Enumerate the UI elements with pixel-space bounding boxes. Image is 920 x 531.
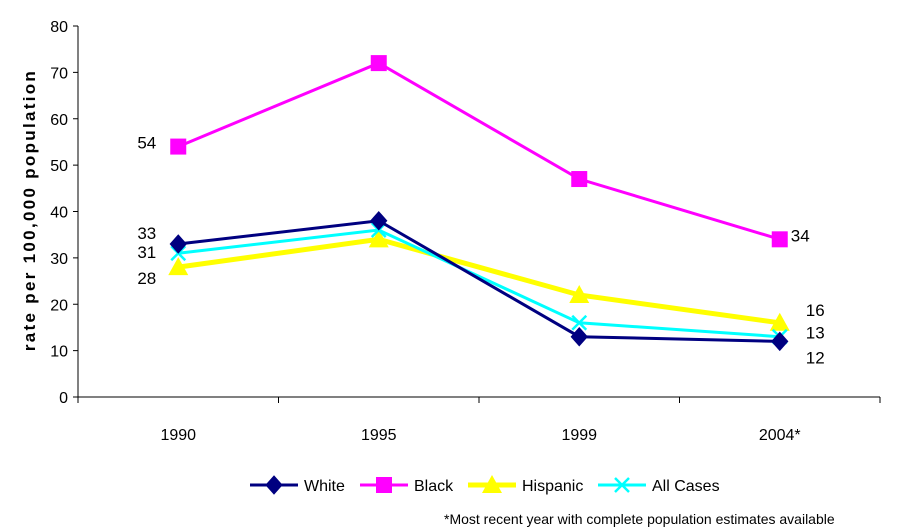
data-label: 34 xyxy=(791,226,810,245)
legend-item-black: Black xyxy=(360,477,454,495)
point-hispanic xyxy=(569,284,590,303)
legend-marker-hispanic xyxy=(482,475,502,493)
series-line-all-cases xyxy=(178,228,780,339)
x-axis-ticks: 1990 1995 1999 2004* xyxy=(77,397,881,444)
legend-label-black: Black xyxy=(414,478,454,495)
data-label: 28 xyxy=(137,269,156,288)
point-hispanic xyxy=(769,312,790,331)
y-tick-label: 20 xyxy=(50,297,68,314)
x-tick-label: 1995 xyxy=(361,427,397,444)
point-hispanic xyxy=(368,229,389,248)
point-hispanic xyxy=(168,257,189,276)
x-tick-label: 1999 xyxy=(561,427,597,444)
data-label: 54 xyxy=(137,134,156,153)
legend-label-white: White xyxy=(304,478,345,495)
series-white xyxy=(169,211,789,352)
y-tick-label: 70 xyxy=(50,65,68,82)
legend: White Black Hispanic All Cases xyxy=(250,475,720,495)
data-label: 12 xyxy=(806,348,825,367)
footnote: *Most recent year with complete populati… xyxy=(444,511,835,527)
legend-marker-all-cases xyxy=(614,477,630,493)
y-tick-label: 40 xyxy=(50,205,68,222)
legend-label-all-cases: All Cases xyxy=(652,478,720,495)
data-label: 33 xyxy=(137,224,156,243)
y-tick-label: 10 xyxy=(50,344,68,361)
point-white xyxy=(570,326,588,347)
series-all-cases xyxy=(170,222,788,345)
y-tick-label: 80 xyxy=(50,19,68,36)
series-black xyxy=(170,55,788,248)
series-line-hispanic xyxy=(177,236,781,326)
data-label: 16 xyxy=(806,301,825,320)
legend-item-white: White xyxy=(250,475,345,495)
y-tick-label: 30 xyxy=(50,251,68,268)
y-tick-label: 50 xyxy=(50,158,68,175)
point-all-cases xyxy=(571,314,588,331)
legend-item-all-cases: All Cases xyxy=(598,477,720,495)
y-axis-ticks: 0 10 20 30 40 50 60 70 80 xyxy=(50,19,78,407)
y-axis-label: rate per 100,000 population xyxy=(20,69,39,351)
legend-marker-white xyxy=(265,475,283,495)
series-hispanic xyxy=(168,229,790,331)
series-line-black xyxy=(177,61,781,241)
legend-label-hispanic: Hispanic xyxy=(522,478,583,495)
point-black xyxy=(571,171,588,188)
legend-marker-black xyxy=(376,477,392,493)
data-label: 13 xyxy=(806,324,825,343)
x-tick-label: 1990 xyxy=(160,427,196,444)
series-group xyxy=(168,55,790,352)
point-white xyxy=(771,331,789,352)
point-black xyxy=(170,138,187,155)
y-tick-label: 0 xyxy=(59,390,68,407)
y-tick-label: 60 xyxy=(50,112,68,129)
x-tick-label: 2004* xyxy=(759,427,801,444)
data-label: 31 xyxy=(137,243,156,262)
point-white xyxy=(169,234,187,254)
legend-item-hispanic: Hispanic xyxy=(468,475,583,495)
series-line-white xyxy=(178,219,780,343)
point-black xyxy=(370,55,387,72)
point-black xyxy=(771,231,788,248)
point-white xyxy=(370,211,388,231)
